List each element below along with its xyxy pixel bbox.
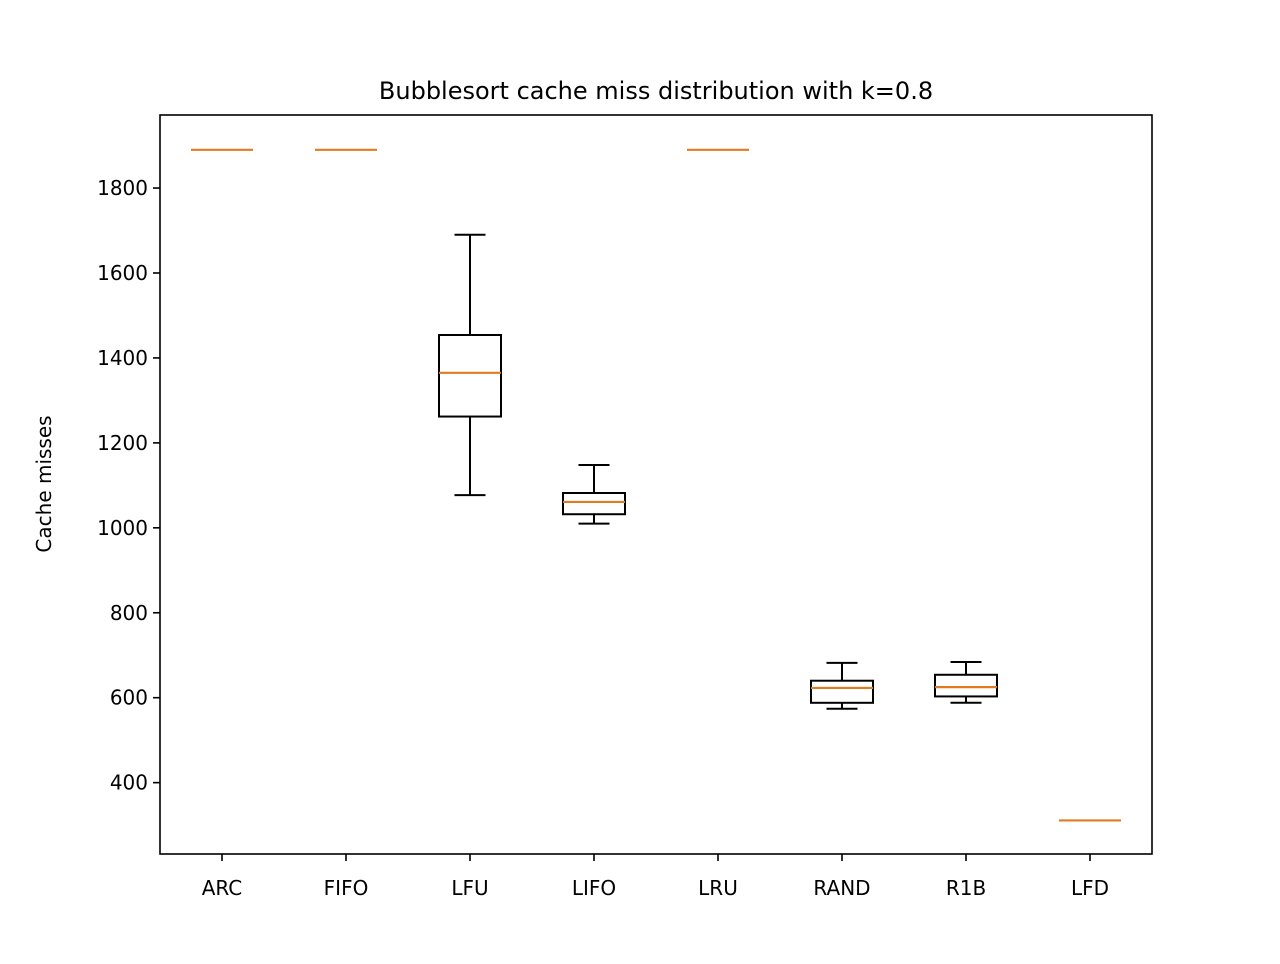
y-tick-label: 1400: [97, 346, 148, 370]
y-axis-label: Cache misses: [32, 415, 56, 552]
plot-area: 400 600 800 1000 1200 1400 1600 1800 ARC FIFO LFU L…: [97, 148, 1121, 900]
y-tick-label: 600: [110, 686, 148, 710]
x-tick-label: LFD: [1071, 876, 1109, 900]
box-iqr: [562, 491, 626, 516]
x-tick-label: R1B: [946, 876, 986, 900]
chart-title: Bubblesort cache miss distribution with …: [379, 77, 933, 105]
box-iqr: [438, 334, 502, 418]
y-tick-label: 400: [110, 771, 148, 795]
y-tick-label: 1000: [97, 516, 148, 540]
y-tick-label: 800: [110, 601, 148, 625]
x-tick-label: LFU: [451, 876, 488, 900]
x-tick-label: LIFO: [572, 876, 616, 900]
x-tick-label: RAND: [813, 876, 870, 900]
box-iqr: [934, 673, 998, 698]
x-tick-label: FIFO: [324, 876, 369, 900]
plot-frame: [159, 114, 1153, 855]
x-tick-label: ARC: [202, 876, 243, 900]
y-tick-label: 1800: [97, 176, 148, 200]
box-iqr: [810, 679, 874, 704]
y-tick-label: 1600: [97, 261, 148, 285]
y-tick-label: 1200: [97, 431, 148, 455]
x-tick-label: LRU: [698, 876, 738, 900]
